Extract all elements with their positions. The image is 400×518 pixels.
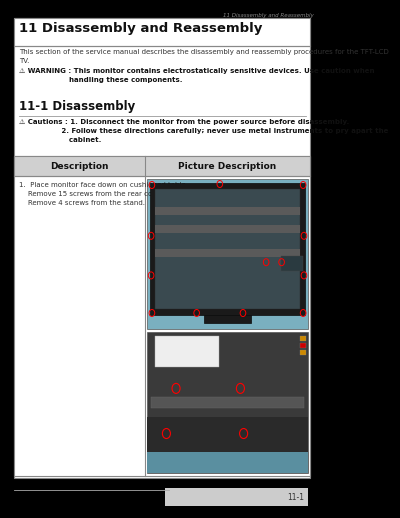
Text: ⚠ Cautions : 1. Disconnect the monitor from the power source before disassembly.: ⚠ Cautions : 1. Disconnect the monitor f… bbox=[19, 119, 389, 143]
Text: ⚠ WARNING : This monitor contains electrostatically sensitive devices. Use cauti: ⚠ WARNING : This monitor contains electr… bbox=[19, 68, 375, 82]
Bar bbox=[165, 488, 308, 506]
Text: 11 Disassembly and Reassembly: 11 Disassembly and Reassembly bbox=[19, 22, 263, 35]
Bar bbox=[14, 156, 310, 176]
Bar bbox=[147, 332, 308, 473]
Bar bbox=[14, 18, 310, 478]
Bar bbox=[300, 350, 306, 355]
Text: 11-1: 11-1 bbox=[287, 493, 304, 501]
Bar bbox=[147, 179, 308, 329]
Text: 11 Disassembly and Reassembly: 11 Disassembly and Reassembly bbox=[223, 13, 314, 18]
Bar bbox=[155, 336, 220, 367]
Bar bbox=[204, 315, 251, 323]
Bar bbox=[14, 156, 310, 476]
Bar bbox=[281, 255, 303, 271]
Bar bbox=[150, 183, 305, 315]
Text: 11-1 Disassembly: 11-1 Disassembly bbox=[19, 100, 136, 113]
Bar bbox=[151, 397, 304, 408]
Text: 1.  Place monitor face down on cushioned table.
    Remove 15 screws from the re: 1. Place monitor face down on cushioned … bbox=[19, 182, 188, 206]
Bar bbox=[155, 207, 300, 215]
Text: Picture Description: Picture Description bbox=[178, 162, 277, 170]
Bar bbox=[155, 189, 300, 309]
Text: Description: Description bbox=[50, 162, 109, 170]
Bar bbox=[155, 225, 300, 234]
Bar bbox=[147, 452, 308, 473]
Bar bbox=[155, 249, 300, 257]
Bar bbox=[300, 336, 306, 341]
Bar bbox=[14, 18, 310, 46]
Text: This section of the service manual describes the disassembly and reassembly proc: This section of the service manual descr… bbox=[19, 49, 389, 64]
Bar bbox=[147, 416, 308, 473]
Bar bbox=[300, 343, 306, 348]
